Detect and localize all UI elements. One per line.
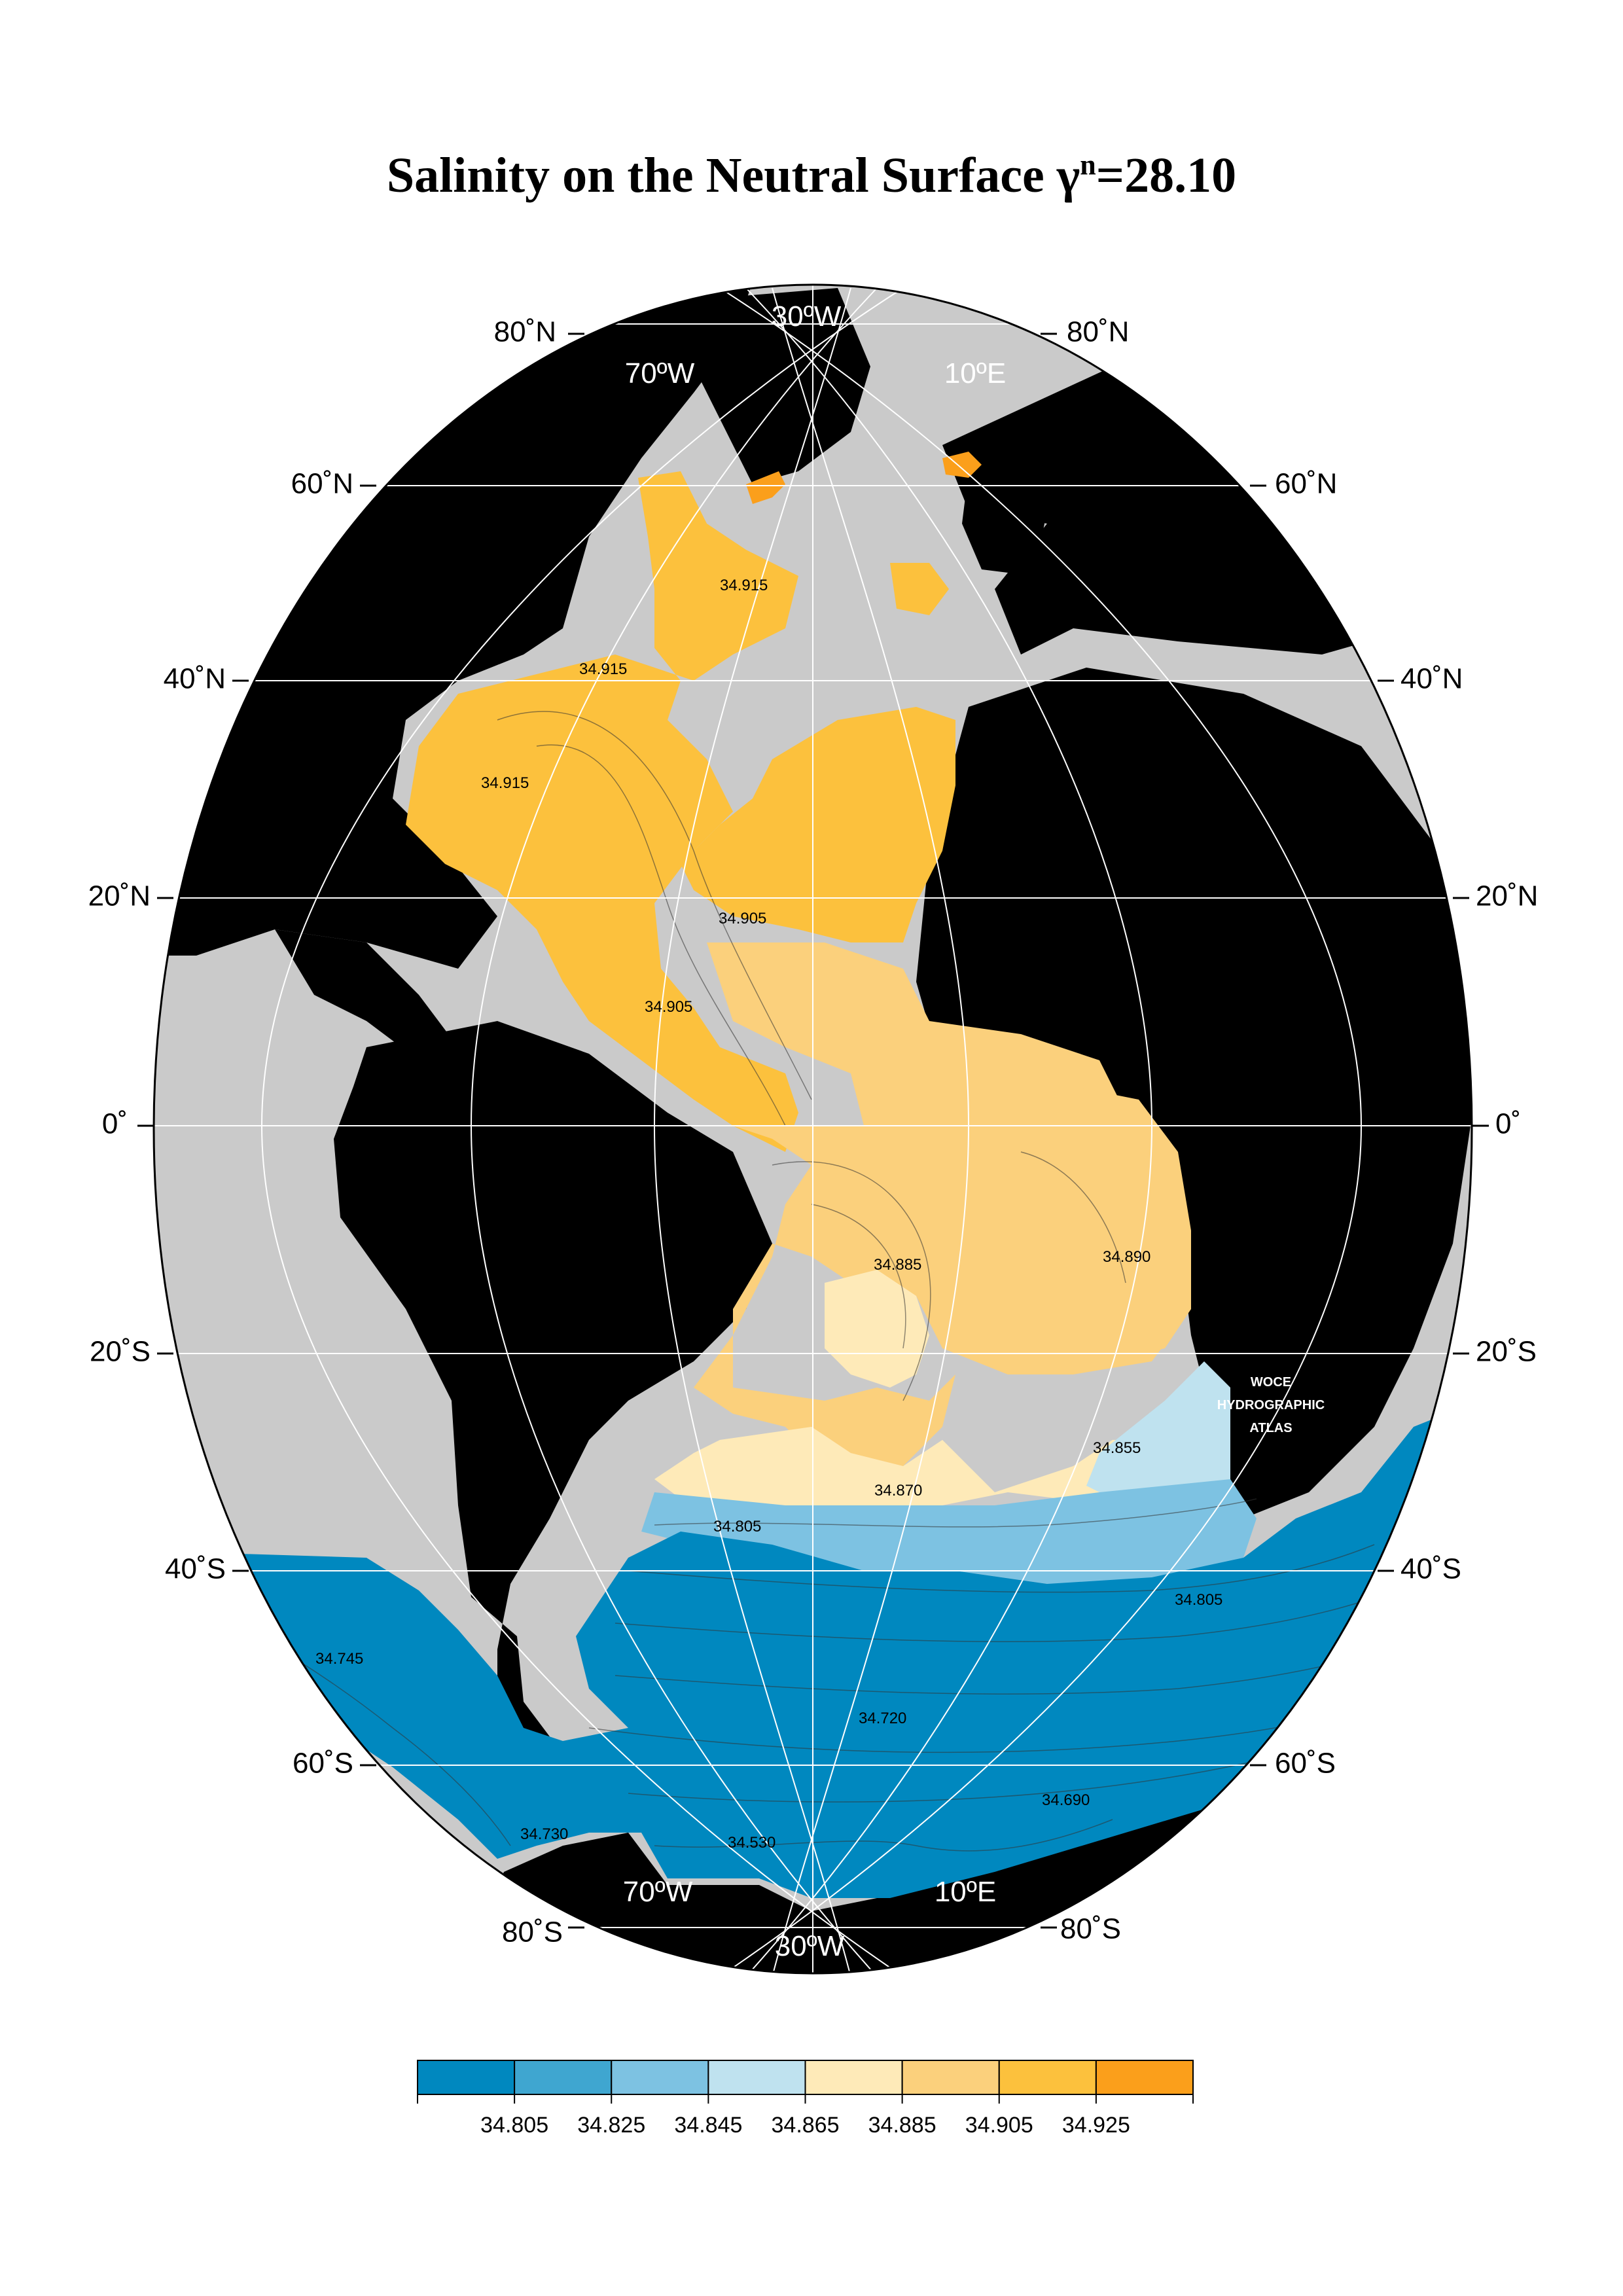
lon-label-top-center: 30ºW [772, 300, 842, 332]
lon-line-10e [772, 287, 970, 1973]
contour-label: 34.855 [1093, 1439, 1141, 1457]
lon-label-bottom-center: 30ºW [775, 1930, 845, 1962]
woce-watermark: WOCE HYDROGRAPHIC ATLAS [1217, 1375, 1325, 1435]
colorbar-segment [901, 2060, 1000, 2095]
watermark-line: HYDROGRAPHIC [1217, 1398, 1325, 1412]
lon-label-top-left: 70ºW [625, 357, 695, 389]
colorbar: 34.805 34.825 34.845 34.865 34.885 34.905 34.9… [417, 2060, 1194, 2138]
lon-line-150w [260, 287, 904, 1973]
colorbar-tick-label: 34.845 [674, 2113, 742, 2138]
contour-line [1020, 1151, 1126, 1283]
lat-label: 20˚S [90, 1336, 151, 1368]
region-34.905-nw [406, 471, 798, 1152]
lat-label: 0˚ [1495, 1108, 1521, 1140]
contour-label: 34.805 [1175, 1591, 1222, 1609]
region-34.905-ne [681, 707, 955, 942]
colorbar-segment [514, 2060, 613, 2095]
colorbar-tick-label: 34.885 [868, 2113, 936, 2138]
colorbar-segment [998, 2060, 1097, 2095]
contour-label: 34.915 [720, 577, 768, 594]
region-34.890-east [982, 1086, 1191, 1361]
central-america-land [275, 929, 458, 1060]
lat-label: 20˚N [1476, 880, 1538, 912]
contour-label: 34.530 [728, 1834, 776, 1852]
lon-line-110w [470, 287, 878, 1973]
latitude-labels: 80˚N 80˚N 60˚N 60˚N 40˚N 40˚N 20˚N 20˚N … [88, 316, 1539, 1948]
lon-label-top-right: 10ºE [944, 357, 1006, 389]
contour-line [497, 711, 812, 1100]
lon-line-50e [745, 287, 1153, 1973]
region-34.805-south [157, 1401, 1472, 1898]
lon-line-90e [719, 287, 1363, 1973]
lat-label: 40˚N [164, 663, 226, 695]
title-superscript: n [1080, 149, 1096, 181]
contour-label: 34.885 [874, 1256, 921, 1274]
contour-line [772, 1161, 931, 1401]
title-text: Salinity on the Neutral Surface γ [386, 148, 1080, 203]
lat-label: 40˚N [1400, 663, 1463, 695]
contour-label: 34.720 [859, 1710, 906, 1727]
watermark-line: WOCE [1251, 1375, 1291, 1390]
lat-ticks [137, 332, 1489, 1929]
contour-label: 34.730 [520, 1825, 568, 1843]
lat-label: 60˚S [293, 1748, 353, 1780]
contour-label: 34.915 [579, 660, 627, 678]
colorbar-tick-label: 34.905 [965, 2113, 1033, 2138]
lon-line-70w [653, 287, 851, 1973]
lon-label-bottom-right: 10ºE [935, 1876, 996, 1908]
contour-line [811, 1204, 906, 1349]
region-34.870-south [654, 1427, 1165, 1505]
contour-label: 34.690 [1042, 1791, 1090, 1809]
lat-label: 60˚S [1275, 1748, 1336, 1780]
colorbar-tick-label: 34.865 [772, 2113, 840, 2138]
lat-label: 80˚N [1067, 316, 1129, 348]
lat-label: 0˚ [102, 1108, 128, 1140]
contour-labels: 34.915 34.915 34.915 34.905 34.905 34.88… [315, 577, 1222, 1852]
south-america-land [334, 1021, 772, 1767]
colorbar-segment [611, 2060, 709, 2095]
africa-land [916, 668, 1472, 1518]
contour-line [654, 1498, 1257, 1528]
lat-label: 20˚N [88, 880, 151, 912]
colorbar-segment [417, 2060, 516, 2095]
lat-label: 60˚N [291, 468, 353, 500]
colorbar-segment [804, 2060, 903, 2095]
contour-label: 34.905 [645, 998, 692, 1016]
region-34.870-pocket [825, 1270, 929, 1388]
contour-label: 34.745 [315, 1650, 363, 1668]
lon-label-bottom-left: 70ºW [623, 1876, 693, 1908]
region-34.855-east [1086, 1361, 1230, 1518]
contour-label: 34.870 [874, 1482, 922, 1499]
lat-label: 20˚S [1476, 1336, 1537, 1368]
contour-label: 34.805 [713, 1518, 761, 1535]
globe: 34.915 34.915 34.915 34.905 34.905 34.88… [154, 285, 1472, 1973]
region-34.905-iceland [890, 563, 949, 615]
contour-label: 34.915 [481, 774, 529, 792]
lat-label: 40˚S [165, 1553, 226, 1585]
colorbar-tick-label: 34.925 [1062, 2113, 1130, 2138]
contour-line [654, 1819, 1113, 1852]
region-34.925-north [746, 452, 982, 504]
contour-line [536, 744, 786, 1126]
watermark-line: ATLAS [1249, 1421, 1292, 1435]
title-value: =28.10 [1096, 148, 1237, 203]
lat-label: 80˚S [1060, 1913, 1121, 1945]
lat-label: 80˚N [494, 316, 556, 348]
salinity-regions [157, 452, 1472, 1898]
lat-label: 80˚S [502, 1916, 563, 1948]
colorbar-segment [707, 2060, 806, 2095]
contour-label: 34.890 [1103, 1248, 1150, 1266]
colorbar-segment [1095, 2060, 1194, 2095]
lat-label: 60˚N [1275, 468, 1337, 500]
colorbar-tick-label: 34.805 [480, 2113, 548, 2138]
greenland-land [681, 288, 870, 484]
globe-outline [152, 283, 1473, 1975]
contour-label: 34.905 [719, 910, 766, 927]
colorbar-tick-label: 34.825 [577, 2113, 645, 2138]
map-title: Salinity on the Neutral Surface γn=28.10 [0, 147, 1623, 204]
lat-label: 40˚S [1400, 1553, 1461, 1585]
